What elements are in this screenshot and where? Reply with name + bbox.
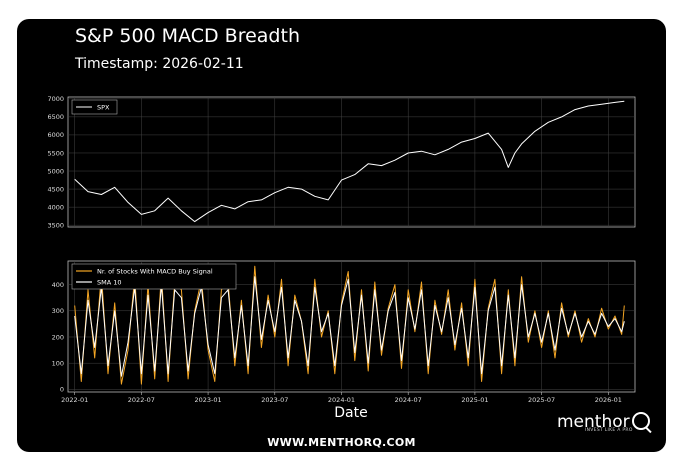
spx-legend-box	[71, 99, 118, 115]
series-line-sma-10	[74, 276, 625, 377]
chart-title: S&P 500 MACD Breadth	[75, 25, 300, 47]
spx-grid	[68, 97, 635, 227]
x-tick-label: 2025-01	[461, 396, 488, 404]
x-tick-label: 2023-01	[194, 396, 221, 404]
breadth-legend: Nr. of Stocks With MACD Buy Signal SMA 1…	[71, 263, 237, 290]
sma-legend-label: SMA 10	[97, 279, 122, 287]
breadth-y-ticks: 0 100 200 300 400	[52, 281, 64, 394]
breadth-series	[74, 265, 625, 385]
logo-q-icon	[631, 412, 650, 430]
spx-panel	[67, 96, 636, 228]
x-tick-label: 2026-01	[595, 396, 622, 404]
y-tick-label: 6500	[47, 113, 64, 121]
menthorq-logo: menthor	[557, 412, 650, 432]
y-tick-label: 300	[52, 307, 64, 315]
y-tick-label: 6000	[47, 131, 64, 139]
logo-text: menthor	[557, 412, 630, 432]
y-tick-label: 4500	[47, 185, 64, 193]
y-tick-label: 3500	[47, 221, 64, 229]
x-tick-label: 2024-01	[328, 396, 355, 404]
spx-y-ticks: 3500 4000 4500 5000 5500 6000 6500 7000	[47, 95, 64, 229]
breadth-panel	[67, 260, 636, 393]
y-tick-label: 5500	[47, 149, 64, 157]
x-tick-label: 2022-07	[128, 396, 155, 404]
y-tick-label: 200	[52, 333, 64, 341]
y-tick-label: 7000	[47, 95, 64, 103]
y-tick-label: 100	[52, 359, 64, 367]
breadth-legend-box	[71, 263, 237, 290]
series-line-spx	[74, 100, 625, 223]
chart-card: S&P 500 MACD Breadth Timestamp: 2026-02-…	[17, 19, 666, 452]
chart-canvas: 3500 4000 4500 5000 5500 6000 6500 7000 SPX 0 10…	[47, 95, 636, 421]
footer-url: WWW.MENTHORQ.COM	[267, 436, 416, 449]
y-tick-label: 5000	[47, 167, 64, 175]
x-tick-label: 2024-07	[395, 396, 422, 404]
logo-tagline: INVEST LIKE A PRO	[585, 428, 633, 433]
y-tick-label: 0	[60, 386, 64, 394]
spx-legend: SPX	[71, 99, 118, 115]
x-tick-label: 2023-07	[261, 396, 288, 404]
timestamp: Timestamp: 2026-02-11	[75, 56, 244, 72]
y-tick-label: 4000	[47, 203, 64, 211]
y-tick-label: 400	[52, 281, 64, 289]
x-axis-label: Date	[334, 405, 367, 421]
x-tick-label: 2022-01	[61, 396, 88, 404]
spx-series	[74, 100, 625, 223]
spx-legend-label: SPX	[97, 104, 110, 112]
breadth-x-ticks: 2022-01 2022-07 2023-01 2023-07 2024-01 2024-…	[61, 392, 622, 404]
x-tick-label: 2025-07	[528, 396, 555, 404]
signal-legend-label: Nr. of Stocks With MACD Buy Signal	[97, 268, 213, 276]
